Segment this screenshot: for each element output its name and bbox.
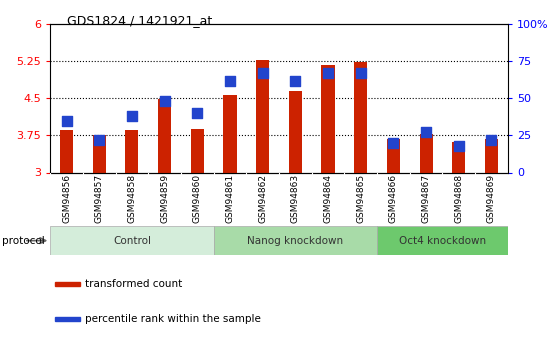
Text: protocol: protocol [2,236,45,246]
Point [127,114,136,119]
Bar [93,135,106,172]
Text: GSM94862: GSM94862 [258,174,267,223]
Text: Control: Control [113,236,151,246]
Text: GSM94867: GSM94867 [422,174,431,223]
Text: transformed count: transformed count [85,279,182,289]
Bar [223,95,237,172]
Text: GDS1824 / 1421921_at: GDS1824 / 1421921_at [67,14,212,27]
Point [454,143,463,149]
Bar [377,226,508,255]
Point [225,78,234,83]
Text: GSM94861: GSM94861 [225,174,234,223]
Text: Nanog knockdown: Nanog knockdown [247,236,343,246]
Bar [321,65,335,172]
Point [160,99,169,104]
Point [324,70,333,76]
Text: GSM94864: GSM94864 [324,174,333,223]
Bar [158,99,171,172]
Text: GSM94866: GSM94866 [389,174,398,223]
Bar [126,130,138,172]
Text: GSM94865: GSM94865 [356,174,365,223]
Point [291,78,300,83]
Bar [50,226,214,255]
Point [356,70,365,76]
Text: GSM94869: GSM94869 [487,174,496,223]
Point [422,130,431,135]
Bar [55,282,80,286]
Bar [452,142,465,172]
Text: GSM94863: GSM94863 [291,174,300,223]
Bar [387,139,400,172]
Text: GSM94857: GSM94857 [95,174,104,223]
Point [62,118,71,124]
Bar [485,139,498,172]
Bar [60,130,73,172]
Bar [191,129,204,172]
Text: GSM94856: GSM94856 [62,174,71,223]
Point [95,137,104,142]
Text: GSM94858: GSM94858 [127,174,136,223]
Bar [214,226,377,255]
Text: percentile rank within the sample: percentile rank within the sample [85,314,261,324]
Bar [256,60,269,172]
Point [193,110,202,116]
Text: GSM94859: GSM94859 [160,174,169,223]
Text: GSM94860: GSM94860 [193,174,202,223]
Text: GSM94868: GSM94868 [454,174,463,223]
Point [258,70,267,76]
Point [487,137,496,142]
Text: Oct4 knockdown: Oct4 knockdown [399,236,486,246]
Point [389,140,398,146]
Bar [55,317,80,321]
Bar [420,134,432,172]
Bar [354,62,367,172]
Bar [289,91,302,172]
